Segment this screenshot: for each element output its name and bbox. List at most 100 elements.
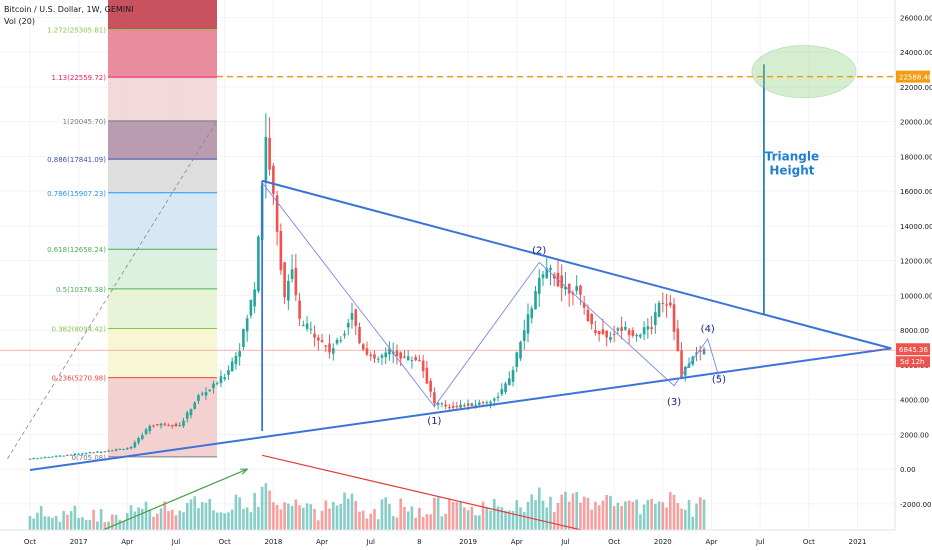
candle-body: [440, 403, 444, 405]
candle-body: [511, 370, 515, 382]
candle-body: [39, 457, 43, 459]
candle-body: [43, 457, 47, 459]
volume-bar: [39, 506, 43, 530]
candle-body: [223, 377, 226, 380]
candle-body: [129, 446, 133, 449]
volume-bar: [594, 501, 597, 530]
candle-body: [350, 312, 354, 320]
candle-body: [167, 425, 170, 427]
volume-bar: [328, 508, 331, 530]
candle-body: [114, 449, 118, 451]
volume-bar: [189, 499, 193, 530]
volume-bar: [81, 517, 84, 530]
volume-bar: [519, 507, 522, 530]
volume-bar: [395, 517, 399, 530]
candle-body: [601, 329, 605, 335]
volume-bar: [410, 506, 414, 530]
volume-bar: [496, 506, 500, 530]
volume-indicator-label[interactable]: Vol (20): [4, 17, 35, 26]
candle-body: [84, 453, 88, 455]
volume-bar: [642, 504, 646, 530]
fib-level-label: 1.13(22559.72): [52, 74, 107, 82]
candle-body: [189, 409, 193, 416]
candle-body: [28, 458, 32, 460]
time-tick-label: Jul: [171, 538, 181, 546]
volume-bar: [582, 496, 586, 530]
candle-body: [324, 345, 328, 347]
volume-bar: [283, 502, 286, 530]
volume-bar: [350, 493, 354, 530]
candle-body: [418, 359, 421, 362]
candle-body: [500, 389, 504, 395]
volume-bar: [193, 496, 197, 530]
time-tick-label: 2021: [849, 538, 867, 546]
candle-body: [665, 304, 668, 306]
candle-body: [380, 355, 384, 358]
candle-body: [275, 195, 279, 232]
candle-body: [474, 404, 477, 406]
volume-bar: [384, 497, 388, 530]
price-tick-label: 0.00: [900, 466, 916, 474]
volume-bar: [200, 502, 204, 530]
volume-bar: [448, 498, 451, 530]
time-axis-bg: [0, 530, 932, 550]
fib-level-label: 0.236(5270.98): [52, 375, 107, 383]
volume-bar: [549, 496, 552, 530]
candle-body: [384, 352, 388, 358]
candle-body: [496, 396, 500, 398]
candle-body: [492, 398, 496, 401]
wave-count-path: [261, 182, 720, 408]
candle-body: [242, 328, 245, 348]
volume-bar: [298, 505, 301, 530]
candle-body: [331, 348, 335, 354]
volume-bar: [84, 520, 88, 530]
volume-bar: [155, 513, 159, 530]
volume-bar: [144, 501, 148, 530]
candle-body: [170, 424, 174, 427]
candle-body: [545, 268, 549, 278]
candle-body: [661, 302, 665, 304]
candle-body: [597, 331, 601, 335]
volume-bar: [399, 498, 403, 530]
time-tick-label: Apr: [511, 538, 523, 546]
volume-bar: [492, 499, 496, 530]
volume-bar: [421, 516, 425, 530]
target-ellipse: [751, 45, 857, 99]
candle-body: [346, 322, 350, 328]
candle-body: [429, 381, 432, 392]
volume-bar: [683, 509, 687, 530]
candle-body: [287, 280, 290, 301]
candle-body: [489, 401, 492, 404]
fib-zone: [108, 77, 217, 121]
time-tick-label: Oct: [803, 538, 815, 546]
volume-bar: [657, 501, 661, 530]
candle-body: [126, 448, 129, 450]
volume-bar: [676, 503, 680, 530]
candle-body: [582, 302, 586, 308]
fib-zone: [108, 288, 217, 329]
volume-bar: [552, 512, 556, 530]
candle-body: [650, 327, 653, 330]
volume-bar: [167, 510, 170, 530]
fib-zone: [108, 159, 217, 193]
candle-body: [620, 327, 623, 331]
candle-body: [92, 452, 95, 454]
volume-bar: [302, 507, 305, 530]
volume-bar: [654, 503, 657, 530]
volume-bar: [331, 501, 335, 530]
volume-bar: [601, 500, 605, 530]
volume-bar: [174, 515, 178, 530]
candle-body: [253, 289, 256, 307]
price-axis-bg: [895, 0, 932, 550]
fib-level-label: 0.786(15907.23): [47, 190, 106, 198]
fib-level-label: 0.618(12658.24): [47, 246, 106, 254]
volume-bar: [680, 508, 683, 530]
volume-bar: [455, 501, 459, 530]
time-tick-label: 8: [417, 538, 421, 546]
candle-body: [58, 455, 62, 457]
volume-bar: [245, 507, 249, 530]
candle-body: [54, 455, 58, 457]
candle-body: [47, 456, 50, 458]
volume-bar: [215, 512, 219, 530]
